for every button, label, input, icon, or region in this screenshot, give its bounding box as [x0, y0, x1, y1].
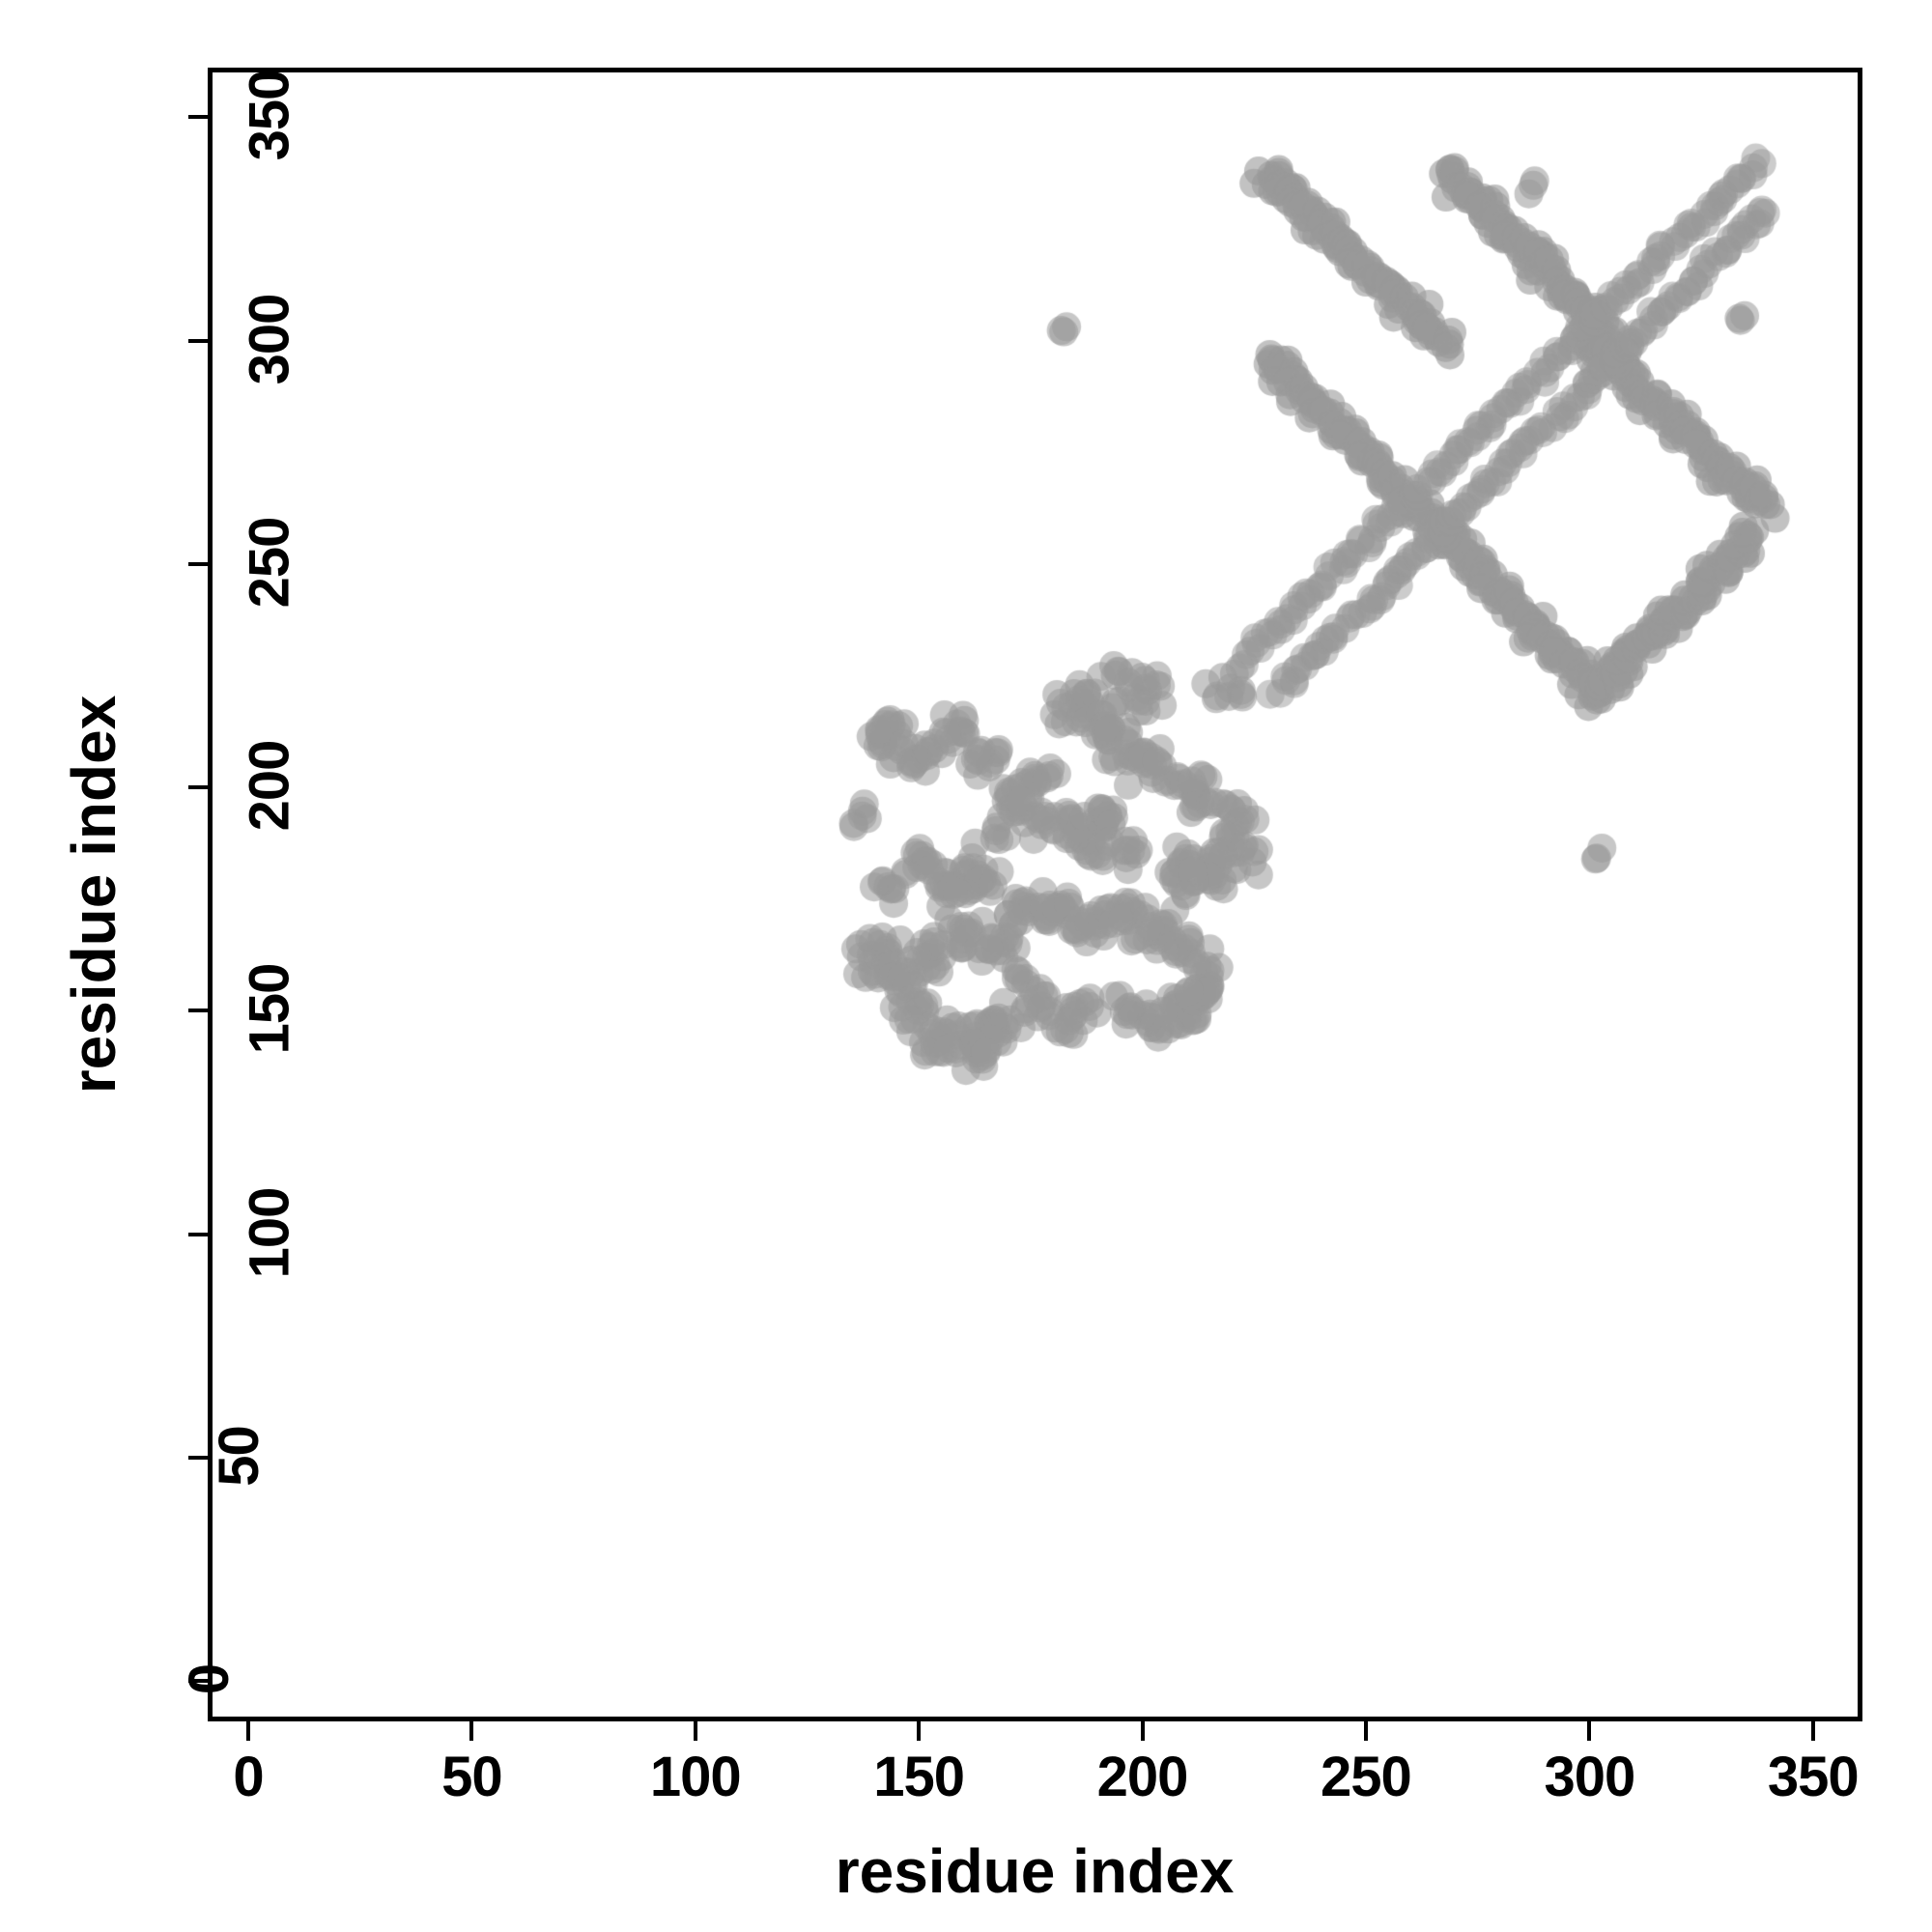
x-tick-mark	[917, 1721, 922, 1741]
x-tick-mark	[1587, 1721, 1592, 1741]
x-axis-title: residue index	[835, 1836, 1235, 1906]
x-tick-label: 150	[873, 1746, 965, 1808]
y-tick-mark	[188, 338, 208, 343]
y-axis-title: residue index	[59, 695, 128, 1094]
x-tick-label: 0	[233, 1746, 264, 1808]
y-tick-mark	[188, 785, 208, 789]
x-tick-mark	[246, 1721, 251, 1741]
y-tick-mark	[188, 1009, 208, 1013]
y-tick-mark	[188, 115, 208, 120]
y-tick-label: 50	[208, 1425, 271, 1487]
y-tick-label: 200	[238, 740, 301, 832]
x-tick-mark	[1363, 1721, 1368, 1741]
y-tick-label: 150	[238, 963, 301, 1055]
y-tick-label: 250	[238, 517, 301, 609]
y-tick-mark	[188, 561, 208, 566]
y-tick-mark	[188, 1455, 208, 1460]
x-tick-label: 50	[441, 1746, 503, 1808]
contact-map-scatter-canvas	[213, 72, 1858, 1717]
x-tick-label: 100	[649, 1746, 742, 1808]
x-tick-mark	[1140, 1721, 1145, 1741]
x-tick-label: 250	[1321, 1746, 1412, 1808]
x-tick-mark	[469, 1721, 474, 1741]
y-tick-mark	[188, 1679, 208, 1683]
x-tick-label: 300	[1544, 1746, 1635, 1808]
y-tick-label: 350	[238, 70, 301, 161]
x-tick-label: 350	[1767, 1746, 1860, 1808]
x-tick-label: 200	[1096, 1746, 1189, 1808]
x-tick-mark	[693, 1721, 697, 1741]
y-tick-label: 300	[238, 294, 301, 384]
x-tick-mark	[1810, 1721, 1815, 1741]
plot-area	[208, 68, 1862, 1721]
y-tick-mark	[188, 1232, 208, 1236]
y-tick-label: 100	[238, 1187, 301, 1278]
y-tick-label: 0	[177, 1663, 241, 1695]
